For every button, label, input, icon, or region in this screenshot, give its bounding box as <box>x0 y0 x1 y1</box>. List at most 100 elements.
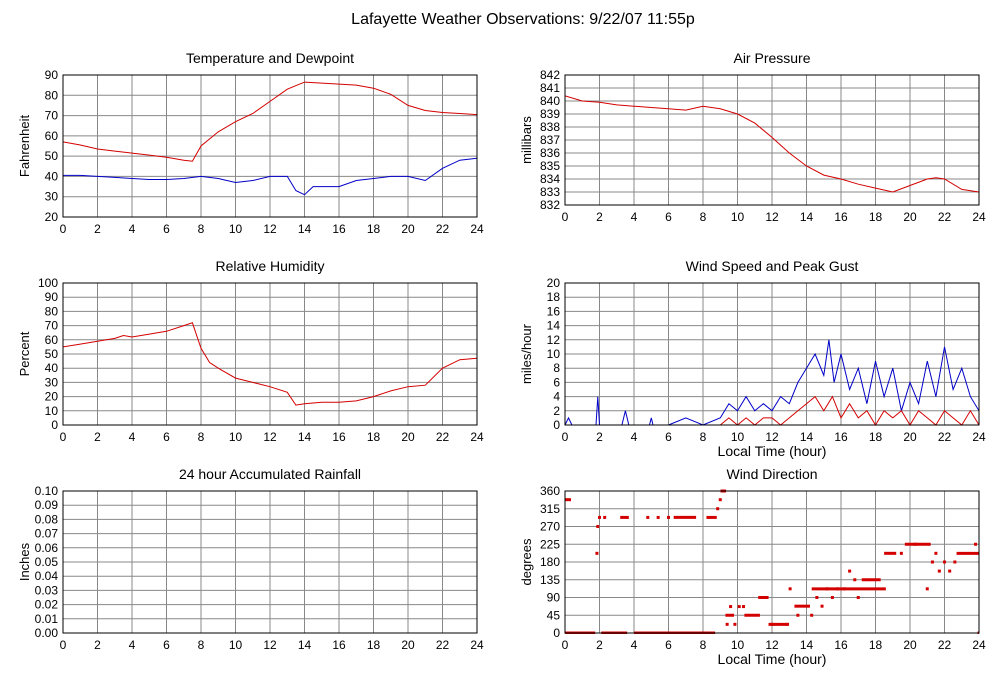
scatter-point <box>815 596 819 599</box>
y-tick-label: 360 <box>540 484 560 498</box>
x-tick-label: 12 <box>263 430 277 444</box>
y-axis-label: Fahrenheit <box>17 115 32 178</box>
x-tick-label: 8 <box>198 638 205 652</box>
y-tick-label: 14 <box>547 319 561 333</box>
y-tick-label: 0.07 <box>35 527 59 541</box>
x-tick-label: 4 <box>129 430 136 444</box>
y-tick-label: 20 <box>45 210 59 224</box>
y-tick-label: 0.04 <box>35 569 59 583</box>
x-tick-label: 0 <box>60 430 67 444</box>
y-axis-label: degrees <box>519 538 534 585</box>
y-tick-label: 10 <box>547 347 561 361</box>
x-tick-label: 8 <box>700 638 707 652</box>
scatter-point <box>788 587 792 591</box>
x-tick-label: 22 <box>938 638 952 652</box>
x-tick-label: 10 <box>731 638 745 652</box>
series-group <box>565 95 979 193</box>
x-tick-label: 4 <box>631 210 638 224</box>
x-tick-label: 12 <box>765 210 779 224</box>
x-tick-label: 8 <box>700 430 707 444</box>
y-tick-label: 0.06 <box>35 541 59 555</box>
scatter-point <box>953 560 957 564</box>
y-tick-label: 835 <box>540 159 560 173</box>
x-tick-label: 14 <box>800 210 814 224</box>
y-tick-label: 0.09 <box>35 498 59 512</box>
x-tick-label: 24 <box>470 222 484 236</box>
y-tick-label: 12 <box>547 333 561 347</box>
series-line-red <box>63 322 477 406</box>
x-tick-label: 22 <box>436 638 450 652</box>
scatter-point <box>770 622 774 626</box>
y-tick-label: 225 <box>540 537 560 551</box>
x-tick-label: 0 <box>60 638 67 652</box>
x-tick-label: 10 <box>229 222 243 236</box>
x-tick-label: 14 <box>298 638 312 652</box>
series-line-red <box>565 95 979 193</box>
x-tick-label: 16 <box>834 430 848 444</box>
x-tick-label: 2 <box>596 430 603 444</box>
x-tick-label: 18 <box>367 222 381 236</box>
grid-lines <box>564 74 980 206</box>
y-tick-label: 832 <box>540 198 560 212</box>
grid-lines <box>62 282 478 426</box>
y-tick-label: 60 <box>45 333 59 347</box>
y-tick-label: 833 <box>540 185 560 199</box>
y-tick-label: 837 <box>540 133 560 147</box>
y-tick-label: 70 <box>45 319 59 333</box>
chart-title: Air Pressure <box>733 50 810 66</box>
scatter-point <box>786 622 790 626</box>
x-tick-label: 10 <box>731 430 745 444</box>
y-tick-label: 0 <box>51 418 58 432</box>
x-tick-label: 22 <box>436 430 450 444</box>
x-tick-label: 22 <box>436 222 450 236</box>
scatter-point <box>729 605 733 609</box>
plot-frame <box>564 490 980 634</box>
x-tick-label: 6 <box>163 638 170 652</box>
scatter-point <box>646 515 650 519</box>
y-tick-label: 0.03 <box>35 583 59 597</box>
y-tick-label: 842 <box>540 68 560 82</box>
scatter-point <box>943 560 946 564</box>
series-group <box>565 339 979 426</box>
x-tick-label: 2 <box>94 430 101 444</box>
chart-title: Temperature and Dewpoint <box>186 50 354 66</box>
x-tick-label: 20 <box>401 430 415 444</box>
chart-title: Wind Speed and Peak Gust <box>686 258 859 274</box>
x-tick-label: 14 <box>298 222 312 236</box>
y-tick-label: 270 <box>540 520 560 534</box>
scatter-point <box>948 569 952 573</box>
x-tick-label: 4 <box>129 222 136 236</box>
y-tick-label: 836 <box>540 146 560 160</box>
y-tick-label: 50 <box>45 149 59 163</box>
x-axis-label: Local Time (hour) <box>718 651 827 667</box>
y-tick-label: 180 <box>540 555 560 569</box>
y-tick-label: 30 <box>45 190 59 204</box>
x-tick-label: 0 <box>562 210 569 224</box>
series-group <box>63 81 477 196</box>
series-line-red <box>565 395 979 426</box>
y-tick-label: 60 <box>45 129 59 143</box>
scatter-point <box>899 551 903 555</box>
y-tick-label: 40 <box>45 361 59 375</box>
plot-frame <box>564 74 980 206</box>
x-tick-label: 16 <box>834 210 848 224</box>
y-tick-label: 80 <box>45 304 59 318</box>
x-tick-label: 4 <box>129 638 136 652</box>
y-axis-label: millibars <box>519 116 534 164</box>
x-tick-label: 0 <box>60 222 67 236</box>
y-tick-label: 10 <box>45 404 59 418</box>
scatter-point <box>603 515 607 519</box>
x-tick-label: 24 <box>972 210 986 224</box>
x-tick-label: 2 <box>596 210 603 224</box>
x-tick-label: 18 <box>869 210 883 224</box>
x-tick-label: 6 <box>163 430 170 444</box>
plot-frame <box>62 282 478 426</box>
series-line-blue <box>565 339 979 426</box>
x-tick-label: 10 <box>229 430 243 444</box>
x-tick-label: 16 <box>332 430 346 444</box>
x-tick-label: 6 <box>665 210 672 224</box>
